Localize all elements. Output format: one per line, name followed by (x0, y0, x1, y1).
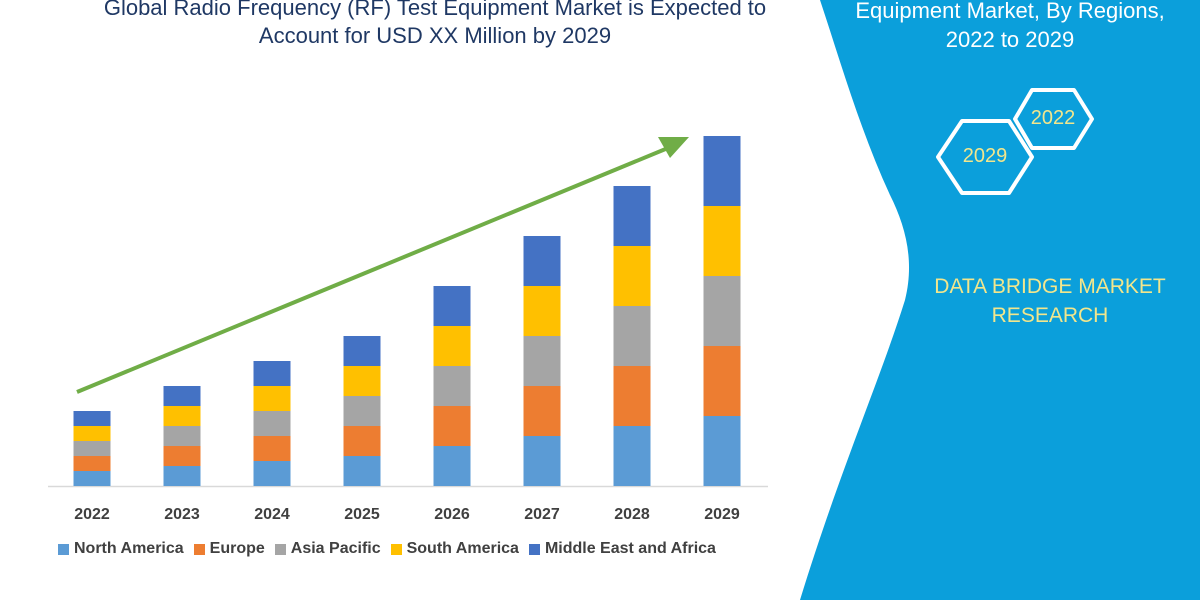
brand-line-2: RESEARCH (991, 304, 1109, 327)
bar-segment-2026-4 (433, 286, 471, 326)
bar-segment-2028-3 (613, 246, 651, 306)
x-tick-label: 2025 (344, 506, 380, 523)
bar-segment-2023-2 (163, 426, 201, 446)
x-tick-label: 2029 (704, 506, 740, 523)
bar-segment-2023-3 (163, 406, 201, 426)
hexagon-2022 (1013, 88, 1094, 150)
bar-segment-2029-2 (703, 276, 741, 346)
bar-segment-2024-2 (253, 411, 291, 436)
chart-title-line-1: Global Radio Frequency (RF) Test Equipme… (103, 0, 767, 20)
legend-item: Middle East and Africa (528, 540, 716, 558)
side-panel-shape (800, 0, 1200, 600)
bar-segment-2029-4 (703, 136, 741, 206)
trend-arrow-line (76, 146, 669, 394)
bar-segment-2023-1 (163, 446, 201, 466)
chart-title: Global Radio Frequency (RF) Test Equipme… (40, 0, 830, 50)
hexagon-2029 (936, 119, 1034, 195)
legend-label: Europe (209, 540, 265, 557)
hexagon-label-2022: 2022 (1030, 107, 1076, 129)
bar-segment-2024-3 (253, 386, 291, 411)
bar-segment-2028-4 (613, 186, 651, 246)
bar-segment-2027-0 (523, 436, 561, 486)
bar-segment-2024-1 (253, 436, 291, 461)
bar-segment-2023-0 (163, 466, 201, 486)
bar-segment-2022-3 (73, 426, 111, 441)
bar-segment-2022-2 (73, 441, 111, 456)
legend-swatch (58, 543, 69, 555)
legend-swatch (274, 543, 286, 555)
legend-label: South America (406, 540, 519, 557)
bar-segment-2028-1 (613, 366, 651, 426)
legend-label: Asia Pacific (290, 540, 381, 557)
bar-segment-2026-1 (433, 406, 471, 446)
bar-segment-2026-0 (433, 446, 471, 486)
bar-segment-2025-1 (343, 426, 381, 456)
x-tick-label: 2026 (434, 506, 470, 523)
side-title-line-1: Equipment Market, By Regions, (855, 0, 1165, 23)
bar-segment-2027-4 (523, 236, 561, 286)
bar-segment-2023-4 (163, 386, 201, 406)
bar-segment-2029-3 (703, 206, 741, 276)
x-tick-label: 2024 (254, 506, 290, 523)
x-tick-label: 2022 (74, 506, 110, 523)
x-tick-label: 2028 (614, 506, 650, 523)
bar-segment-2025-3 (343, 366, 381, 396)
x-tick-label: 2023 (164, 506, 200, 523)
bar-segment-2027-3 (523, 286, 561, 336)
side-title-line-2: 2022 to 2029 (945, 27, 1075, 52)
bar-segment-2022-1 (73, 456, 111, 471)
legend-item: South America (390, 540, 519, 558)
hexagon-label-2029: 2029 (962, 145, 1008, 167)
bar-segment-2022-4 (73, 411, 111, 426)
bar-segment-2028-0 (613, 426, 651, 486)
legend-item: North America (58, 540, 184, 558)
bar-segment-2026-2 (433, 366, 471, 406)
bar-segment-2026-3 (433, 326, 471, 366)
bar-segment-2029-0 (703, 416, 741, 486)
trend-arrow-head (658, 137, 689, 158)
legend-swatch (528, 543, 540, 555)
legend-label: North America (74, 540, 184, 557)
bar-segment-2027-1 (523, 386, 561, 436)
x-tick-label: 2027 (524, 506, 560, 523)
legend-swatch (390, 543, 402, 555)
stacked-bar-chart: 2022 2023 2024 2025 2026 2027 2028 2029 (48, 136, 768, 523)
bar-segment-2027-2 (523, 336, 561, 386)
brand-text: DATA BRIDGE MARKET RESEARCH (880, 272, 1200, 330)
bar-segment-2028-2 (613, 306, 651, 366)
bar-segment-2025-2 (343, 396, 381, 426)
bar-segment-2024-0 (253, 461, 291, 486)
bar-segment-2025-0 (343, 456, 381, 486)
bar-segment-2024-4 (253, 361, 291, 386)
bar-segment-2022-0 (73, 471, 111, 486)
chart-title-line-2: Account for USD XX Million by 2029 (258, 23, 612, 48)
legend-label: Middle East and Africa (544, 540, 716, 557)
legend-item: Europe (193, 540, 265, 558)
bar-segment-2029-1 (703, 346, 741, 416)
bar-segment-2025-4 (343, 336, 381, 366)
legend-item: Asia Pacific (274, 540, 381, 558)
side-panel-title: Equipment Market, By Regions, 2022 to 20… (820, 0, 1200, 54)
brand-line-1: DATA BRIDGE MARKET (934, 275, 1166, 298)
chart-legend: North America Europe Asia Pacific South Ame… (58, 540, 716, 558)
legend-swatch (193, 543, 205, 555)
